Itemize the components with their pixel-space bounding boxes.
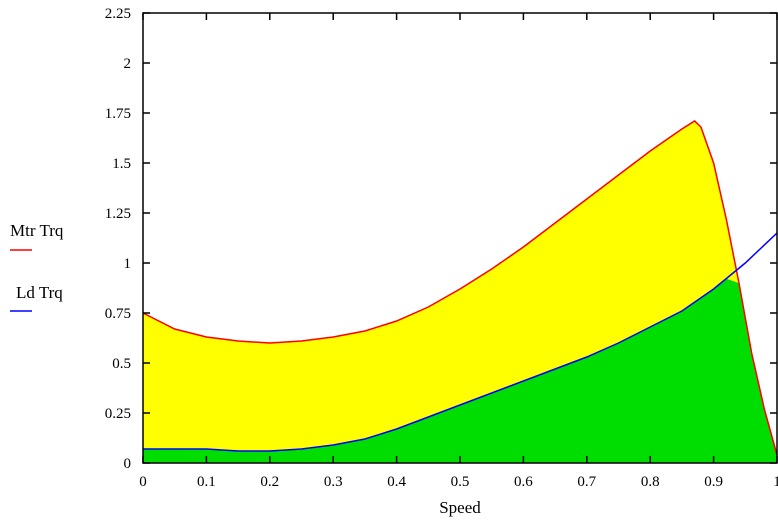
x-tick-label: 0.2 bbox=[260, 474, 279, 490]
y-tick-label: 0.25 bbox=[105, 406, 131, 422]
load-torque-area bbox=[143, 278, 777, 463]
y-tick-label: 1.5 bbox=[112, 156, 131, 172]
x-tick-label: 1 bbox=[773, 474, 778, 490]
x-tick-label: 0.5 bbox=[451, 474, 470, 490]
x-tick-label: 0.9 bbox=[704, 474, 723, 490]
y-tick-labels: 0 0.25 0.5 0.75 1 1.25 1.5 1.75 2 2.25 bbox=[105, 6, 131, 472]
x-tick-label: 0.1 bbox=[197, 474, 216, 490]
y-tick-label: 2.25 bbox=[105, 6, 131, 22]
plot-lines bbox=[142, 120, 778, 456]
mtr-trq-line bbox=[142, 120, 778, 456]
motor-torque-area bbox=[143, 121, 777, 455]
legend-label-ld-trq: Ld Trq bbox=[16, 283, 63, 302]
x-tick-label: 0.3 bbox=[324, 474, 343, 490]
x-tick-label: 0 bbox=[139, 474, 147, 490]
y-tick-label: 1.75 bbox=[105, 106, 131, 122]
axis-ticks bbox=[142, 12, 778, 464]
x-tick-label: 0.6 bbox=[514, 474, 533, 490]
plot-fills bbox=[143, 121, 777, 463]
x-tick-label: 0.7 bbox=[577, 474, 596, 490]
y-tick-label: 0.5 bbox=[112, 356, 131, 372]
x-axis-title: Speed bbox=[439, 498, 481, 517]
y-tick-label: 1 bbox=[124, 256, 132, 272]
y-tick-label: 2 bbox=[124, 56, 132, 72]
y-tick-label: 1.25 bbox=[105, 206, 131, 222]
x-tick-labels: 0 0.1 0.2 0.3 0.4 0.5 0.6 0.7 0.8 0.9 1 bbox=[139, 474, 778, 490]
y-tick-label: 0.75 bbox=[105, 306, 131, 322]
x-tick-label: 0.4 bbox=[387, 474, 406, 490]
legend-label-mtr-trq: Mtr Trq bbox=[10, 221, 64, 240]
legend: Mtr Trq Ld Trq bbox=[10, 221, 64, 312]
x-tick-label: 0.8 bbox=[641, 474, 660, 490]
ld-trq-line bbox=[143, 232, 778, 452]
y-tick-label: 0 bbox=[124, 456, 132, 472]
